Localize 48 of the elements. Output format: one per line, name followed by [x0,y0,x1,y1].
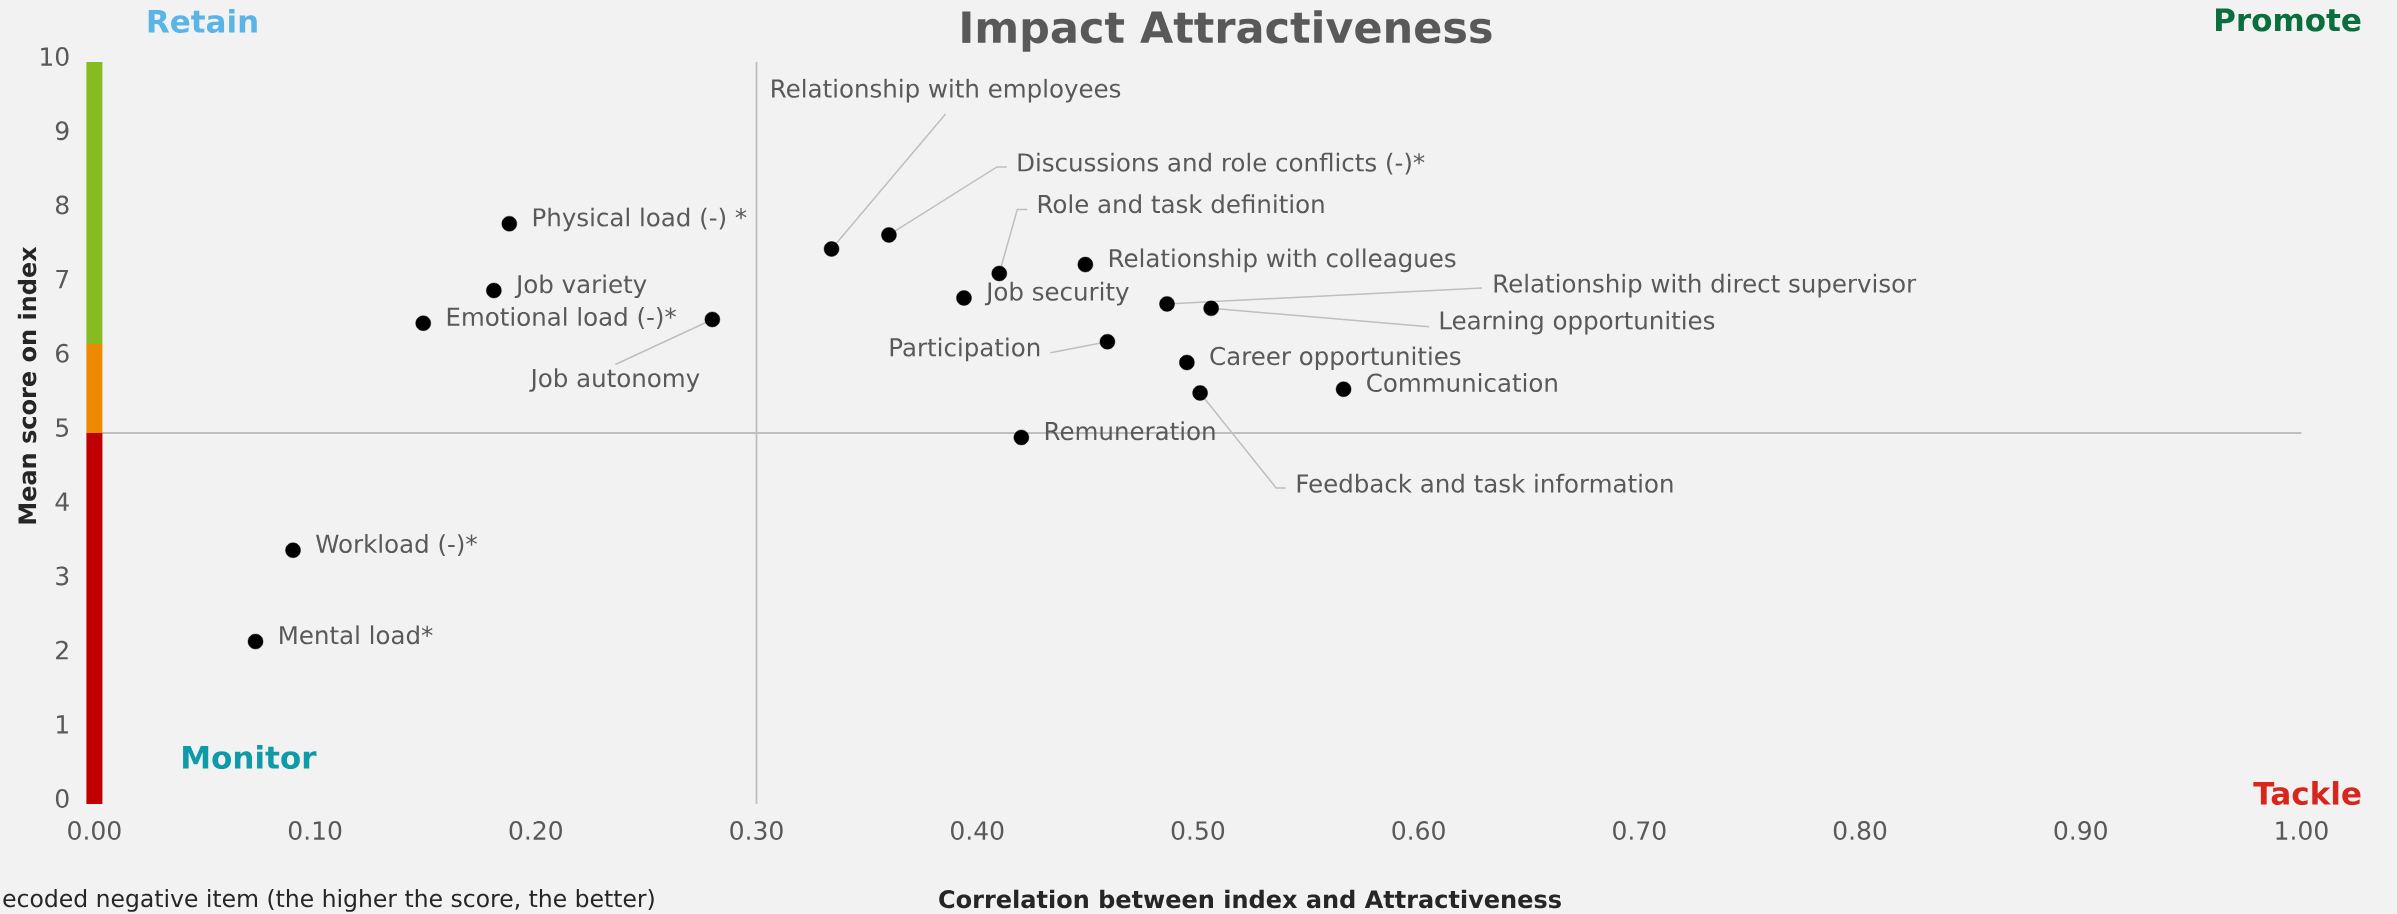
series-label: Remuneration [1045,421,1215,441]
text: Role and task definition [1038,194,1324,214]
x-tick-label: 0.60 [1392,821,1445,840]
x-tick-label: 0.00 [68,821,121,840]
text: Promote [2216,8,2361,32]
x-tick-label: 0.20 [509,821,562,840]
y-tick-label: 9 [55,121,69,141]
y-tick-label: 2 [56,640,68,660]
y-tick-label: 4 [55,492,69,511]
text: Learning opportunities [1440,310,1715,335]
series-label: Mental load* [280,625,433,645]
text: ecoded negative item (the higher the score, the better) [3,889,654,912]
series-label: Communication [1367,373,1557,393]
annotation: Monitor [183,745,317,770]
text: Discussions and role conflicts (-)* [1018,152,1425,175]
x-tick-label: 1.00 [2276,821,2328,840]
y-axis-title: Mean score on index [17,246,37,524]
x-tick-label: 0.70 [1613,821,1666,840]
text: Feedback and task information [1297,473,1673,493]
x-axis-title: Correlation between index and Attractiveness [939,889,1561,909]
annotation: Tackle [2253,781,2361,806]
x-tick-label: 0.40 [951,821,1004,840]
y-tick-label: 8 [56,195,69,215]
text: Participation [890,337,1040,362]
series-label: Job autonomy [529,368,700,393]
series-label: Physical load (-) * [533,207,747,232]
chart-title: Impact Attractiveness [962,10,1492,52]
y-tick-label: 3 [56,566,69,586]
series-label: Job variety [514,274,647,299]
y-tick-label: 5 [56,418,69,437]
x-tick-label: 0.80 [1833,821,1887,840]
y-tick-label: 10 [41,47,69,66]
x-tick-label: 0.50 [1171,821,1225,840]
text: Relationship with employees [772,78,1121,103]
y-tick-label: 0 [55,789,69,808]
x-tick-label: 0.10 [288,821,342,840]
series-label: Relationship with colleagues [1109,248,1456,273]
series-label: Emotional load (-)* [447,307,676,329]
y-tick-label: 7 [56,270,69,289]
x-tick-label: 0.90 [2054,821,2107,840]
x-tick-label: 0.30 [730,821,783,840]
series-label: Job security [984,281,1129,306]
series-label: Career opportunities [1210,346,1461,371]
y-tick-label: 1 [57,715,68,734]
series-label: Workload (-)* [316,534,477,556]
y-tick-label: 6 [56,343,69,363]
text: Retain [148,8,257,33]
text: Relationship with direct supervisor [1494,273,1917,298]
